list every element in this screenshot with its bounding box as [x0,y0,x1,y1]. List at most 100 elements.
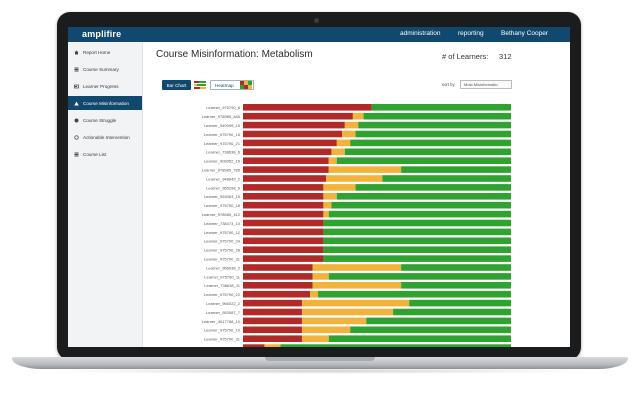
bar-segment-uninformed[interactable] [312,282,402,289]
sidebar-item-course-summary[interactable]: Course Summary [68,62,142,76]
bar-segment-misinformed[interactable] [243,112,353,120]
sidebar-item-label: Course Misinformation [83,100,129,106]
bar-segment-mastered[interactable] [355,184,511,191]
bar-segment-misinformed[interactable] [243,237,324,245]
bar-segment-misinformed[interactable] [243,121,345,129]
sidebar-item-actionable-intervention[interactable]: Actionable Intervention [68,130,142,144]
bar-segment-mastered[interactable] [328,210,511,218]
sidebar-item-report-home[interactable]: Report Home [68,45,142,59]
bar-segment-misinformed[interactable] [243,290,310,298]
sidebar-item-label: Course Struggle [83,117,117,123]
bar-segment-mastered[interactable] [363,112,511,120]
bar-segment-misinformed[interactable] [243,104,372,111]
bar-segment-misinformed[interactable] [243,184,324,191]
bar-segment-uninformed[interactable] [328,157,337,164]
bar-segment-uninformed[interactable] [326,175,383,182]
webcam [314,18,319,23]
bar-segment-misinformed[interactable] [243,148,332,156]
bar-segment-mastered[interactable] [358,121,511,129]
bar-segment-misinformed[interactable] [243,157,329,164]
heatmap-button[interactable]: Heatmap [210,80,254,90]
bar-segment-misinformed[interactable] [243,201,324,209]
bar-segment-misinformed[interactable] [243,282,313,289]
bar-segment-misinformed[interactable] [243,317,302,325]
bar-segment-misinformed[interactable] [243,175,327,182]
bar-segment-mastered[interactable] [280,344,511,347]
bar-segment-uninformed[interactable] [342,130,356,138]
bar-segment-mastered[interactable] [323,219,511,227]
bar-segment-misinformed[interactable] [243,273,313,280]
bar-segment-mastered[interactable] [331,201,511,209]
bar-segment-uninformed[interactable] [323,193,337,200]
row-label: Learner_975790_16 [204,346,241,348]
bar-segment-mastered[interactable] [382,175,511,182]
bar-segment-uninformed[interactable] [312,273,329,280]
bar-segment-misinformed[interactable] [243,326,302,334]
nav-user-menu[interactable]: Bethany Cooper [501,30,548,37]
sort-select[interactable]: Most Misinformatio [460,80,512,89]
bar-segment-mastered[interactable] [371,104,511,111]
bar-segment-mastered[interactable] [318,290,511,298]
bar-segment-mastered[interactable] [393,308,511,316]
nav-reporting[interactable]: reporting [458,30,484,37]
bar-segment-mastered[interactable] [323,228,511,236]
bar-segment-mastered[interactable] [401,282,511,289]
sidebar-item-learner-progress[interactable]: Learner Progress [68,79,142,93]
bar-segment-uninformed[interactable] [301,326,351,334]
bar-segment-mastered[interactable] [328,273,511,280]
bar-segment-uninformed[interactable] [331,148,345,156]
bar-segment-uninformed[interactable] [310,290,319,298]
bar-segment-misinformed[interactable] [243,228,324,236]
bar-segment-mastered[interactable] [366,317,511,325]
bar-segment-mastered[interactable] [336,157,511,164]
sidebar-item-course-misinformation[interactable]: Course Misinformation [68,96,142,110]
bar-segment-misinformed[interactable] [243,335,302,342]
bar-segment-misinformed[interactable] [243,308,302,316]
bar-segment-mastered[interactable] [323,237,511,245]
bar-segment-uninformed[interactable] [336,139,351,147]
bar-segment-uninformed[interactable] [344,121,359,129]
nav-administration[interactable]: administration [400,30,441,37]
bar-segment-misinformed[interactable] [243,255,324,262]
bar-chart-button[interactable]: Bar Chart [162,80,191,90]
bar-segment-mastered[interactable] [355,130,511,138]
bar-segment-mastered[interactable] [323,255,511,262]
bar-segment-misinformed[interactable] [243,219,324,227]
bar-segment-uninformed[interactable] [323,184,356,191]
progress-icon [74,84,79,88]
bar-segment-uninformed[interactable] [301,335,329,342]
bar-segment-misinformed[interactable] [243,246,324,253]
bar-segment-mastered[interactable] [401,166,511,173]
bar-segment-misinformed[interactable] [243,210,324,218]
laptop-base [12,357,628,369]
bar-segment-mastered[interactable] [409,299,511,307]
bar-segment-uninformed[interactable] [312,264,402,271]
bar-segment-misinformed[interactable] [243,299,302,307]
bar-segment-uninformed[interactable] [323,201,332,209]
bar-segment-mastered[interactable] [350,326,511,334]
app-logo[interactable]: amplifire [82,29,122,39]
sidebar-item-course-list[interactable]: Course List [68,147,142,161]
bar-segment-uninformed[interactable] [301,317,367,325]
bar-segment-misinformed[interactable] [243,264,313,271]
bar-segment-misinformed[interactable] [243,166,329,173]
bar-segment-mastered[interactable] [344,148,511,156]
bar-segment-uninformed[interactable] [352,112,364,120]
bar-segment-uninformed[interactable] [301,299,410,307]
bar-segment-uninformed[interactable] [328,166,402,173]
bar-segment-uninformed[interactable] [264,344,281,347]
bar-segment-mastered[interactable] [350,139,511,147]
bar-segment-misinformed[interactable] [243,344,265,347]
bar-segment-mastered[interactable] [336,193,511,200]
bar-segment-uninformed[interactable] [301,308,394,316]
sidebar-item-label: Report Home [83,49,111,55]
row-label: Learner_975790_10 [204,328,241,333]
bar-segment-mastered[interactable] [323,246,511,253]
bar-segment-mastered[interactable] [401,264,511,271]
bar-segment-mastered[interactable] [328,335,511,342]
bar-segment-misinformed[interactable] [243,139,337,147]
bar-segment-misinformed[interactable] [243,130,343,138]
sidebar-item-course-struggle[interactable]: Course Struggle [68,113,142,127]
bar-segment-misinformed[interactable] [243,193,324,200]
bar-segment-uninformed[interactable] [323,210,329,218]
